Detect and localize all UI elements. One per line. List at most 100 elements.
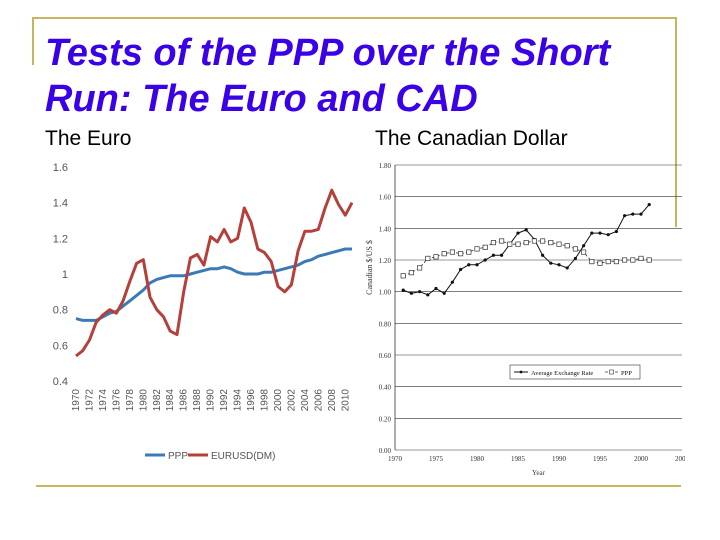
cad-heading: The Canadian Dollar bbox=[375, 127, 568, 150]
exchange-rate-point bbox=[475, 263, 479, 267]
y-tick-label: 1.40 bbox=[379, 225, 392, 233]
ppp-point bbox=[564, 243, 570, 249]
y-tick-label: 0.20 bbox=[379, 415, 392, 423]
y-tick-label: 1.60 bbox=[379, 194, 392, 202]
y-tick-label: 0.00 bbox=[379, 447, 392, 455]
exchange-rate-point bbox=[409, 291, 413, 295]
exchange-rate-point bbox=[631, 212, 635, 216]
ppp-point bbox=[523, 240, 529, 246]
slide-title: Tests of the PPP over the Short Run: The… bbox=[45, 32, 611, 120]
frame-bottom-rule bbox=[36, 485, 681, 487]
exchange-rate-point bbox=[450, 280, 454, 284]
x-tick-label: 1970 bbox=[388, 455, 403, 463]
exchange-rate-point bbox=[418, 290, 422, 294]
ppp-point bbox=[482, 244, 488, 250]
exchange-rate-point bbox=[647, 202, 651, 207]
legend-box bbox=[509, 364, 641, 380]
exchange-rate-point bbox=[401, 288, 405, 292]
x-tick-label: 1994 bbox=[233, 389, 244, 412]
x-axis-title: Year bbox=[532, 469, 546, 477]
x-tick-label: 1990 bbox=[206, 389, 217, 412]
ppp-point bbox=[556, 241, 562, 247]
ppp-point bbox=[458, 251, 464, 257]
ppp-point bbox=[638, 255, 644, 261]
x-tick-label: 2000 bbox=[634, 455, 649, 463]
ppp-point bbox=[417, 265, 423, 271]
x-tick-label: 1990 bbox=[552, 455, 567, 463]
ppp-point bbox=[531, 238, 537, 244]
euro-heading: The Euro bbox=[45, 127, 132, 150]
ppp-point bbox=[630, 257, 636, 263]
y-tick-label: 1 bbox=[62, 269, 68, 281]
x-tick-label: 2008 bbox=[327, 389, 338, 412]
frame-top-rule bbox=[32, 17, 677, 19]
exchange-rate-point bbox=[500, 253, 504, 257]
x-tick-label: 2006 bbox=[313, 389, 324, 412]
ppp-point bbox=[507, 241, 513, 247]
x-tick-label: 1992 bbox=[219, 389, 230, 412]
ppp-point bbox=[581, 249, 587, 255]
exchange-rate-point bbox=[467, 263, 471, 267]
exchange-rate-point bbox=[623, 214, 627, 218]
ppp-point bbox=[408, 270, 414, 276]
exchange-rate-point bbox=[459, 267, 463, 272]
x-tick-label: 2002 bbox=[286, 389, 297, 412]
y-tick-label: 1.00 bbox=[379, 289, 392, 297]
frame-right-rule bbox=[675, 17, 677, 227]
ppp-series-line bbox=[75, 247, 352, 322]
y-tick-label: 1.2 bbox=[53, 233, 68, 245]
y-tick-label: 0.80 bbox=[379, 320, 392, 328]
y-tick-label: 0.60 bbox=[379, 352, 392, 360]
legend-exchange-marker bbox=[519, 370, 523, 374]
legend-ppp-marker bbox=[609, 369, 614, 375]
cad-chart: 0.00 0.20 0.40 0.60 0.80 1.00 1.20 1.40 1.60 1.80… bbox=[365, 162, 685, 477]
x-tick-label: 1986 bbox=[179, 389, 190, 412]
exchange-rate-series-line bbox=[403, 204, 650, 296]
x-tick-label: 1988 bbox=[192, 389, 203, 412]
ppp-point bbox=[646, 257, 652, 263]
x-tick-label: 1978 bbox=[125, 389, 136, 412]
eurusd-series-line bbox=[75, 188, 354, 358]
ppp-point bbox=[622, 257, 628, 263]
y-tick-label: 1.4 bbox=[53, 198, 68, 210]
exchange-rate-point bbox=[598, 231, 602, 235]
ppp-point bbox=[499, 238, 505, 244]
y-tick-label: 0.6 bbox=[53, 340, 68, 352]
exchange-rate-point bbox=[541, 253, 545, 257]
x-tick-label: 2010 bbox=[340, 389, 351, 412]
exchange-rate-point bbox=[565, 266, 569, 270]
legend-ppp-label: PPP bbox=[621, 370, 632, 377]
ppp-point bbox=[466, 249, 472, 255]
x-tick-label: 1974 bbox=[98, 389, 109, 412]
exchange-rate-point bbox=[516, 231, 520, 235]
exchange-rate-point bbox=[590, 231, 594, 235]
legend-exchange-label: Average Exchange Rate bbox=[531, 370, 593, 377]
y-tick-label: 1.20 bbox=[379, 257, 392, 265]
ppp-point bbox=[572, 246, 578, 252]
x-tick-label: 2000 bbox=[273, 389, 284, 412]
y-tick-label: 1.6 bbox=[53, 162, 68, 174]
ppp-series-line bbox=[403, 240, 650, 277]
x-tick-label: 1970 bbox=[71, 389, 82, 412]
legend-eurusd-label: EURUSD(DM) bbox=[211, 451, 275, 462]
ppp-point bbox=[605, 259, 611, 265]
y-tick-label: 1.80 bbox=[379, 162, 392, 170]
x-tick-label: 1998 bbox=[259, 389, 270, 412]
x-tick-label: 1995 bbox=[593, 455, 608, 463]
x-tick-label: 1980 bbox=[470, 455, 485, 463]
x-tick-label: 1985 bbox=[511, 455, 526, 463]
x-tick-label: 1972 bbox=[84, 389, 95, 412]
exchange-rate-point bbox=[434, 286, 438, 291]
x-tick-label: 1996 bbox=[246, 389, 257, 412]
ppp-point bbox=[613, 259, 619, 265]
ppp-point bbox=[425, 255, 431, 261]
exchange-rate-point bbox=[606, 233, 610, 237]
ppp-point bbox=[441, 251, 447, 257]
exchange-rate-point bbox=[491, 253, 495, 257]
y-tick-label: 0.40 bbox=[379, 384, 392, 392]
ppp-point bbox=[589, 259, 595, 265]
exchange-rate-point bbox=[639, 212, 643, 216]
exchange-rate-point bbox=[483, 258, 487, 262]
ppp-point bbox=[433, 254, 439, 260]
